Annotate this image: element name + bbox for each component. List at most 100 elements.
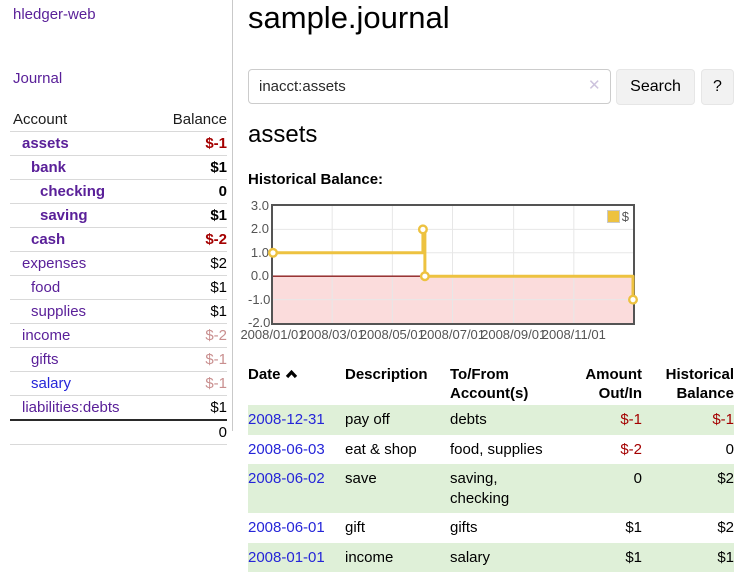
account-balance: $-2 <box>205 327 227 344</box>
account-balance: 0 <box>218 183 227 200</box>
transaction-description: eat & shop <box>345 440 417 458</box>
account-row: saving $1 <box>10 203 227 227</box>
transaction-accounts: saving, checking <box>450 470 510 507</box>
account-column-header: Account <box>13 111 68 128</box>
transaction-date-link[interactable]: 2008-06-01 <box>248 519 325 536</box>
transaction-description: save <box>345 470 377 487</box>
balance-chart: 3.0 2.0 1.0 0.0 -1.0 -2.0 $ 2008/01/01 2008/03… <box>240 198 742 345</box>
transaction-balance: $1 <box>717 548 734 566</box>
account-link[interactable]: income <box>22 327 71 344</box>
account-link[interactable]: bank <box>31 159 67 176</box>
chart-plot: $ <box>268 204 639 325</box>
transaction-description: pay off <box>345 411 390 428</box>
account-heading: assets <box>248 121 318 148</box>
transaction-date-link[interactable]: 2008-06-03 <box>248 440 325 458</box>
balance-column-header: Balance <box>172 111 227 128</box>
transaction-accounts: gifts <box>450 519 478 536</box>
account-row: checking 0 <box>10 179 227 203</box>
transaction-balance: 0 <box>725 440 734 458</box>
y-axis-tick-label: -2.0 <box>248 315 271 330</box>
column-header-balance: Historical Balance <box>665 366 734 402</box>
account-row: supplies $1 <box>10 299 227 323</box>
account-balance: $1 <box>210 159 227 176</box>
transaction-date-link[interactable]: 2008-12-31 <box>248 411 325 428</box>
transaction-amount: $1 <box>625 519 642 536</box>
transaction-date-link[interactable]: 2008-06-02 <box>248 470 325 487</box>
account-link[interactable]: gifts <box>31 351 59 368</box>
x-axis-tick-label: 2008/01/01 <box>240 327 306 342</box>
y-axis-tick-label: -1.0 <box>248 291 271 307</box>
account-balance: $-1 <box>205 375 227 392</box>
x-axis-tick-label: 2008/05/01 <box>359 327 425 342</box>
transaction-balance: $-1 <box>712 411 734 428</box>
sidebar-item-journal[interactable]: Journal <box>13 70 63 87</box>
transaction-balance: $2 <box>717 519 734 536</box>
account-balance: $-2 <box>205 231 227 248</box>
y-axis-tick-label: 3.0 <box>250 198 269 213</box>
transaction-amount: $1 <box>625 548 642 566</box>
account-row: liabilities:debts $1 <box>10 395 227 419</box>
account-balance: $1 <box>210 303 227 320</box>
legend-swatch <box>606 210 620 223</box>
account-row: salary $-1 <box>10 371 227 395</box>
transaction-date-link[interactable]: 2008-01-01 <box>248 548 325 566</box>
search-input[interactable] <box>248 69 611 104</box>
account-row: assets $-1 <box>10 131 227 155</box>
account-balance: $-1 <box>205 351 227 368</box>
chart-title: Historical Balance: <box>248 171 384 188</box>
chart-legend: $ <box>604 208 631 225</box>
account-row: gifts $-1 <box>10 347 227 371</box>
register-table: Date Description To/From Account(s) Amou… <box>248 361 734 572</box>
transaction-accounts: salary <box>450 548 491 566</box>
sidebar: hledger-web Journal Account Balance asse… <box>0 0 233 445</box>
help-button[interactable]: ? <box>701 69 734 105</box>
y-axis-tick-label: 0.0 <box>250 268 269 284</box>
accounts-total-value: 0 <box>218 424 227 441</box>
account-balance: $1 <box>210 279 227 296</box>
chart-canvas <box>268 206 639 323</box>
account-link[interactable]: supplies <box>31 303 87 320</box>
account-row: food $1 <box>10 275 227 299</box>
transaction-amount: $-1 <box>620 411 642 428</box>
register-row: 2008-06-01 gift gifts $1 $2 <box>248 513 734 543</box>
account-balance: $-1 <box>205 135 227 152</box>
account-link[interactable]: salary <box>31 375 72 392</box>
transaction-accounts: debts <box>450 411 487 428</box>
account-balance: $1 <box>210 399 227 416</box>
account-row: bank $1 <box>10 155 227 179</box>
account-row: income $-2 <box>10 323 227 347</box>
page-title: sample.journal <box>248 0 450 35</box>
account-link[interactable]: cash <box>31 231 66 248</box>
column-header-description: Description <box>345 366 428 383</box>
transaction-amount: 0 <box>633 470 642 487</box>
x-axis-tick-label: 2008/07/01 <box>419 327 486 342</box>
account-link[interactable]: liabilities:debts <box>22 399 120 416</box>
y-axis-tick-label: 2.0 <box>250 221 269 237</box>
column-header-amount: Amount Out/In <box>585 366 642 402</box>
clear-search-icon[interactable]: ✕ <box>588 77 601 94</box>
account-link[interactable]: expenses <box>22 255 87 272</box>
register-row: 2008-06-02 save saving, checking 0 $2 <box>248 464 734 513</box>
x-axis-tick-label: 2008/09/01 <box>481 327 547 342</box>
transaction-balance: $2 <box>717 470 734 487</box>
column-header-date[interactable]: Date <box>248 361 345 405</box>
register-header-row: Date Description To/From Account(s) Amou… <box>248 361 734 405</box>
column-header-account: To/From Account(s) <box>450 366 529 402</box>
account-link[interactable]: saving <box>40 207 88 224</box>
account-link[interactable]: food <box>31 279 61 296</box>
search-button[interactable]: Search <box>616 69 695 105</box>
accounts-table: Account Balance assets $-1 bank $1 checking 0… <box>10 108 227 445</box>
legend-label: $ <box>621 209 629 224</box>
app-title-link[interactable]: hledger-web <box>13 6 96 23</box>
account-balance: $1 <box>210 207 227 224</box>
accounts-total-row: 0 <box>10 419 227 445</box>
account-link[interactable]: assets <box>22 135 69 152</box>
account-balance: $2 <box>210 255 227 272</box>
sort-ascending-icon <box>285 369 297 379</box>
y-axis-tick-label: 1.0 <box>250 244 269 260</box>
transaction-amount: $-2 <box>620 440 642 458</box>
account-row: expenses $2 <box>10 251 227 275</box>
x-axis-tick-label: 2008/03/01 <box>299 327 365 342</box>
transaction-description: income <box>345 548 394 566</box>
account-link[interactable]: checking <box>40 183 106 200</box>
